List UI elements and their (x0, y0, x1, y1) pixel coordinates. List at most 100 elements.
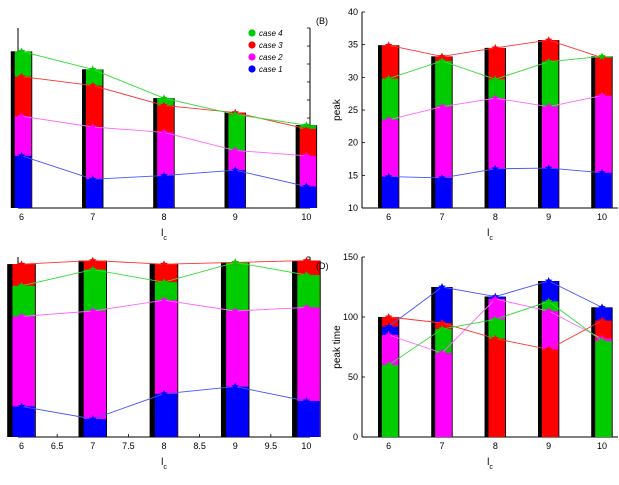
legend-marker-case2 (248, 53, 256, 61)
bar-edge (378, 317, 382, 437)
data-point-case2 (384, 115, 393, 123)
data-point-case3 (438, 52, 446, 60)
bar-edge (538, 40, 542, 208)
data-point-case2 (438, 102, 446, 110)
x-axis-label: lc (487, 228, 493, 242)
data-point-case4 (438, 325, 446, 333)
bar-case4 (379, 365, 399, 437)
data-point-case2 (302, 151, 311, 159)
data-point-case4 (384, 361, 393, 369)
data-point-case2 (231, 146, 239, 154)
y-tick-label: 10 (348, 203, 358, 213)
data-point-case3 (160, 101, 168, 109)
data-point-case2 (17, 312, 26, 320)
data-point-case4 (17, 281, 26, 289)
bar-edge (295, 125, 300, 208)
bar-case1 (485, 168, 505, 208)
data-point-case1 (302, 182, 311, 190)
data-point-case4 (438, 57, 446, 65)
y-tick-label: 150 (343, 252, 358, 262)
x-tick-label: 6 (19, 441, 24, 451)
x-tick-label: 9 (233, 212, 238, 222)
bar-case3 (485, 338, 505, 437)
y-tick-label: 0 (353, 432, 358, 442)
x-tick-label: 6 (386, 441, 391, 451)
x-tick-label: 8 (493, 441, 498, 451)
data-point-case3 (491, 334, 500, 342)
data-point-case3 (160, 260, 168, 268)
x-tick-label: 10 (597, 441, 607, 451)
bar-group (378, 40, 613, 208)
data-point-case1 (384, 322, 393, 330)
data-point-case4 (544, 57, 553, 65)
bar-case1 (83, 179, 103, 208)
data-point-case4 (89, 265, 97, 273)
bar-case1 (225, 170, 245, 208)
data-point-case4 (491, 315, 500, 323)
data-point-case3 (17, 260, 26, 268)
y-tick-label: 35 (348, 40, 358, 50)
x-tick-label: 10 (301, 441, 311, 451)
data-point-case1 (491, 164, 500, 172)
x-tick-label: 8 (161, 212, 166, 222)
legend-label-case2: case 2 (259, 53, 283, 62)
legend-label-case1: case 1 (259, 65, 283, 74)
bar-edge (220, 262, 227, 437)
bar-group (10, 51, 318, 209)
data-point-case4 (598, 52, 606, 60)
y-axis-label: peak time (332, 325, 343, 369)
data-point-case4 (231, 110, 239, 118)
bar-edge (591, 307, 596, 437)
bar-case1 (592, 172, 612, 208)
x-tick-label: 6.5 (51, 441, 64, 451)
x-axis-label: lc (161, 457, 167, 471)
legend-marker-case3 (248, 41, 256, 49)
data-point-case2 (89, 123, 97, 131)
x-tick-label: 9 (546, 212, 551, 222)
legend-marker-case4 (248, 29, 256, 37)
bar-edge (431, 56, 436, 208)
bar-group (378, 281, 613, 437)
bar-edge (10, 51, 15, 209)
x-axis-label: lc (487, 457, 493, 471)
y-tick-label: 20 (348, 138, 358, 148)
data-point-case3 (302, 124, 311, 132)
bar-edge (431, 287, 436, 437)
data-point-case1 (544, 164, 553, 172)
data-point-case2 (160, 128, 168, 136)
bar-edge (591, 56, 596, 208)
data-point-case4 (17, 47, 26, 55)
x-tick-label: 7 (439, 212, 444, 222)
data-point-case4 (544, 297, 553, 305)
panel-c: 6 6.5 7 7.5 8 8.5 9 9.5 10 lc (7, 256, 321, 471)
data-point-case1 (231, 382, 239, 390)
data-point-case3 (17, 72, 26, 80)
bar-edge (149, 264, 155, 437)
bar-edge (538, 281, 542, 437)
data-point-case4 (598, 337, 606, 345)
bar-case1 (11, 155, 32, 208)
x-tick-label: 8.5 (193, 441, 206, 451)
x-tick-label: 8 (161, 441, 166, 451)
data-point-case4 (384, 74, 393, 82)
data-point-case4 (160, 94, 168, 102)
x-tick-label: 7 (90, 441, 95, 451)
y-tick-label: 30 (348, 72, 358, 82)
y-tick-label: 40 (348, 7, 358, 17)
data-point-case3 (598, 316, 606, 324)
legend-label-case4: case 4 (259, 29, 283, 38)
panel-label: (D) (316, 261, 329, 271)
bar-case1 (150, 393, 178, 437)
bar-case2 (432, 353, 452, 437)
y-tick-label: 50 (348, 372, 358, 382)
x-tick-label: 9 (233, 441, 238, 451)
data-point-case1 (598, 168, 606, 176)
data-point-case4 (302, 121, 311, 129)
bar-edge (82, 69, 86, 209)
bar-edge (292, 260, 298, 437)
legend: case 4 case 3 case 2 case 1 (248, 29, 283, 74)
panel-b: 6 7 8 9 10 10 15 20 25 30 35 40 lc peak (B) (316, 7, 618, 242)
data-point-case4 (231, 258, 239, 266)
y-tick-label: 15 (348, 170, 358, 180)
